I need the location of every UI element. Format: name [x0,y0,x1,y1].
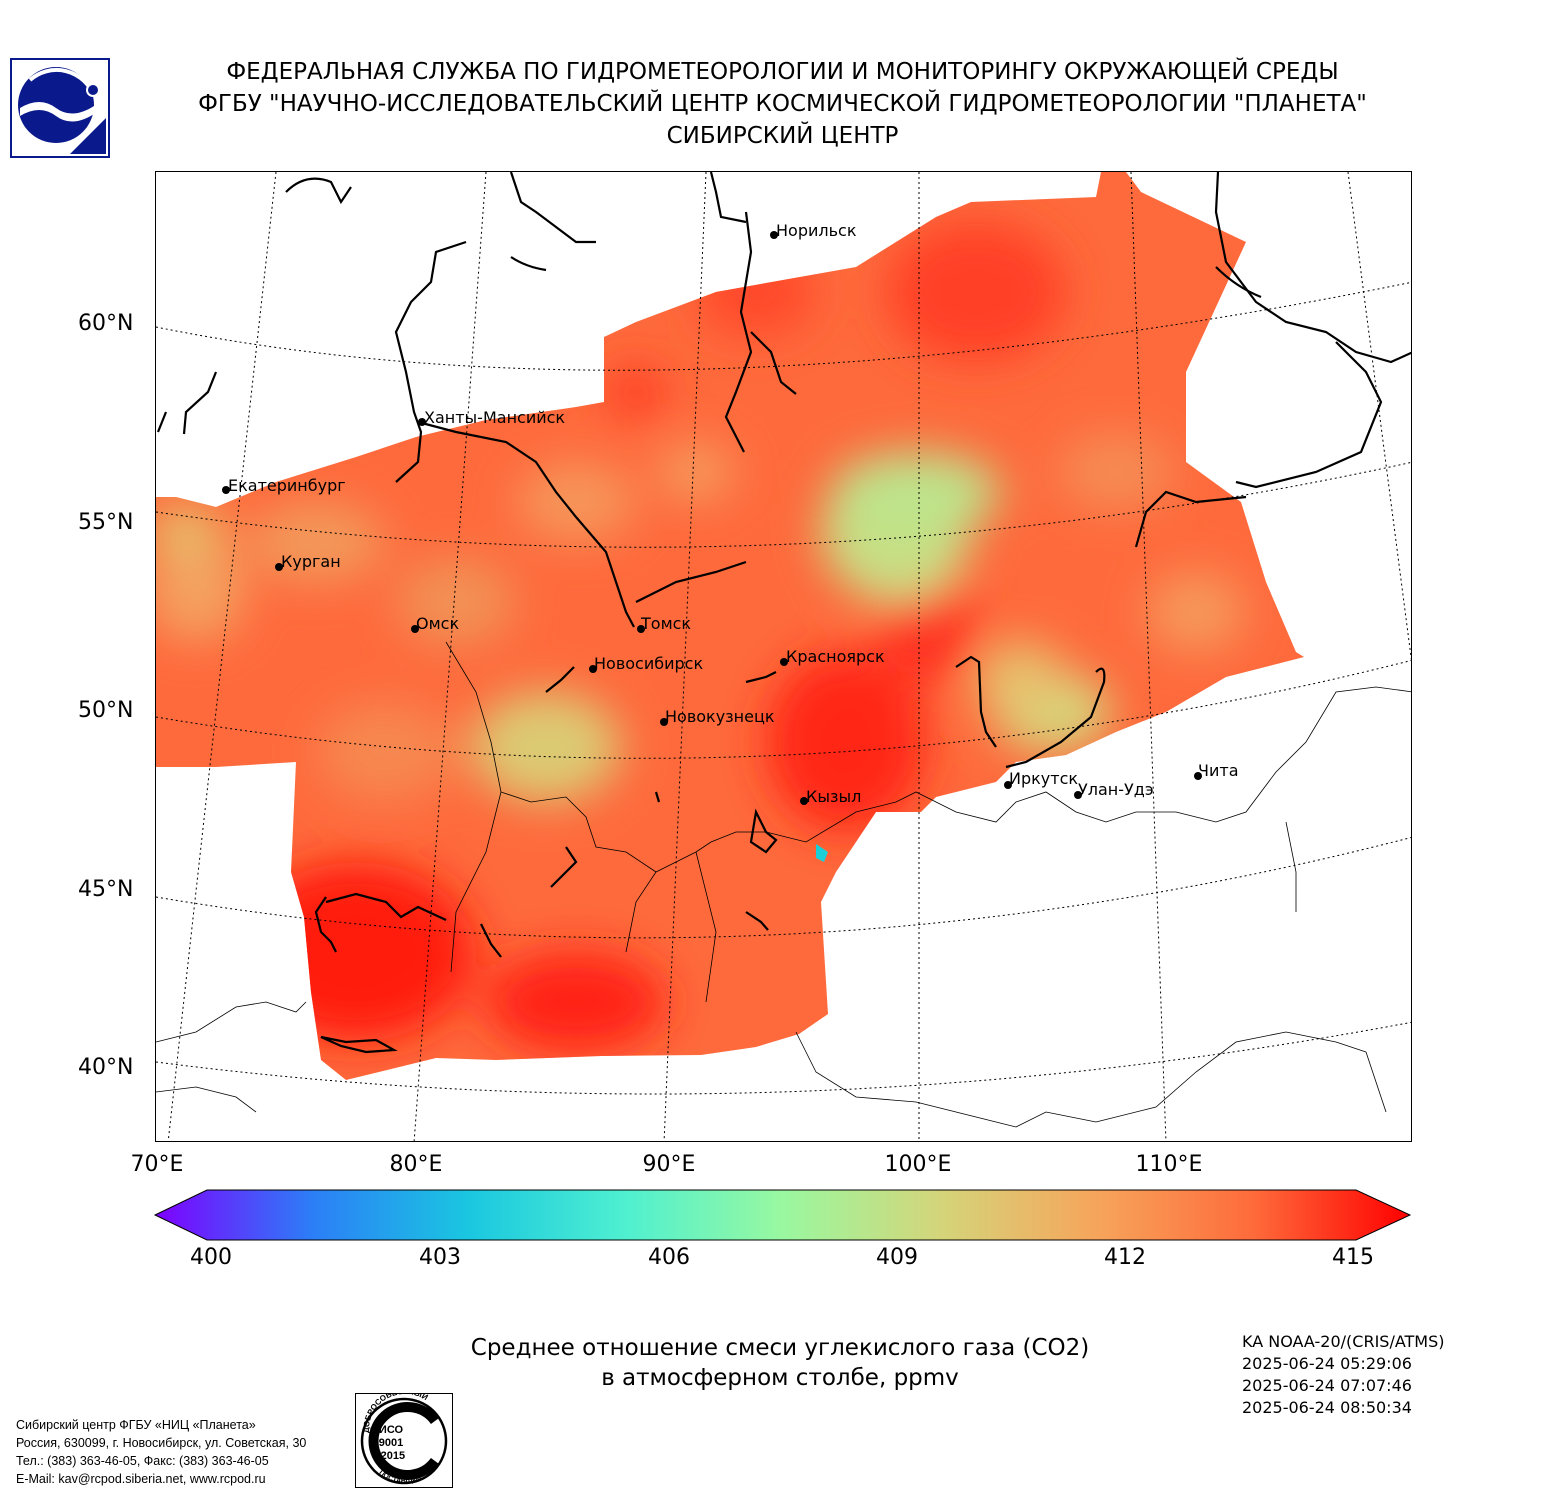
city-dot-tomsk [637,625,645,633]
colorbar-tick-406: 406 [648,1245,690,1270]
footer-phones: Тел.: (383) 363-46-05, Факс: (383) 363-4… [16,1454,269,1468]
city-kyzyl: Кызыл [806,787,861,806]
city-dot-nkz [660,718,668,726]
city-dot-irkutsk [1004,781,1012,789]
satellite-name: KA NOAA-20/(CRIS/ATMS) [1242,1332,1445,1351]
lat-label-60: 60°N [78,311,134,336]
map-canvas: Норильск Ханты-Мансийск Екатеринбург Кур… [156,172,1411,1141]
graticule [156,172,1411,1141]
city-dot-kyzyl [800,797,808,805]
lon-label-100: 100°E [884,1152,952,1177]
city-dot-chita [1194,772,1202,780]
co2-field [156,172,1304,1080]
city-kurgan: Курган [281,552,341,571]
iso-l2: 9001 [379,1437,403,1449]
city-labels: Норильск Ханты-Мансийск Екатеринбург Кур… [228,221,1239,806]
lat-label-50: 50°N [78,698,134,723]
city-dot-nsk [589,665,597,673]
caption-line-2: в атмосферном столбе, ppmv [601,1365,959,1391]
city-dot-omsk [411,625,419,633]
iso-l1: ИСО [379,1424,404,1436]
lon-label-110: 110°E [1135,1152,1203,1177]
iso-stamp-icon: ДОБРОСОВЕСТНЫЙ ПОСТАВЩИК ИСО 9001 -2015 [355,1393,453,1488]
city-chita: Чита [1198,761,1239,780]
satellite-time-2: 2025-06-24 07:07:46 [1242,1376,1412,1395]
footer-address: Россия, 630099, г. Новосибирск, ул. Сове… [16,1436,307,1450]
city-krsk: Красноярск [786,647,885,666]
city-norilsk: Норильск [776,221,857,240]
city-dot-krsk [780,658,788,666]
city-omsk: Омск [416,614,459,633]
city-ulanude: Улан-Удэ [1078,780,1154,799]
rivers-coasts [156,172,1411,1054]
lat-label-55: 55°N [78,510,134,535]
colorbar-tick-415: 415 [1332,1245,1374,1270]
lon-label-90: 90°E [642,1152,696,1177]
caption-line-1: Среднее отношение смеси углекислого газа… [470,1335,1090,1361]
header-line-2: ФГБУ "НАУЧНО-ИССЛЕДОВАТЕЛЬСКИЙ ЦЕНТР КОС… [198,91,1367,117]
city-dot-norilsk [770,231,778,239]
colorbar-tick-400: 400 [190,1245,232,1270]
city-tomsk: Томск [640,614,691,633]
planeta-logo-icon [10,58,110,158]
colorbar-tick-409: 409 [876,1245,918,1270]
lat-label-45: 45°N [78,877,134,902]
city-irkutsk: Иркутск [1009,769,1078,788]
lon-label-70: 70°E [130,1152,184,1177]
footer-email: E-Mail: kav@rcpod.siberia.net, www.rcpod… [16,1472,266,1486]
city-dot-khanty [418,418,426,426]
footer-org: Сибирский центр ФГБУ «НИЦ «Планета» [16,1418,256,1432]
colorbar-tick-412: 412 [1104,1245,1146,1270]
city-dot-ulanude [1074,791,1082,799]
city-khanty: Ханты-Мансийск [424,408,565,427]
colorbar [153,1189,1412,1241]
city-dot-kurgan [275,563,283,571]
satellite-time-3: 2025-06-24 08:50:34 [1242,1398,1412,1417]
city-nsk: Новосибирск [594,654,703,673]
header-line-1: ФЕДЕРАЛЬНАЯ СЛУЖБА ПО ГИДРОМЕТЕОРОЛОГИИ … [226,59,1339,85]
satellite-time-1: 2025-06-24 05:29:06 [1242,1354,1412,1373]
colorbar-tick-403: 403 [419,1245,461,1270]
country-borders [156,641,1411,1128]
lat-label-40: 40°N [78,1055,134,1080]
city-ekb: Екатеринбург [228,476,346,495]
header-line-3: СИБИРСКИЙ ЦЕНТР [666,123,899,149]
city-nkz: Новокузнецк [665,707,775,726]
iso-l3: -2015 [377,1450,405,1462]
co2-map: Норильск Ханты-Мансийск Екатеринбург Кур… [155,171,1412,1142]
lon-label-80: 80°E [389,1152,443,1177]
city-markers [222,231,1202,805]
city-dot-ekb [222,486,230,494]
